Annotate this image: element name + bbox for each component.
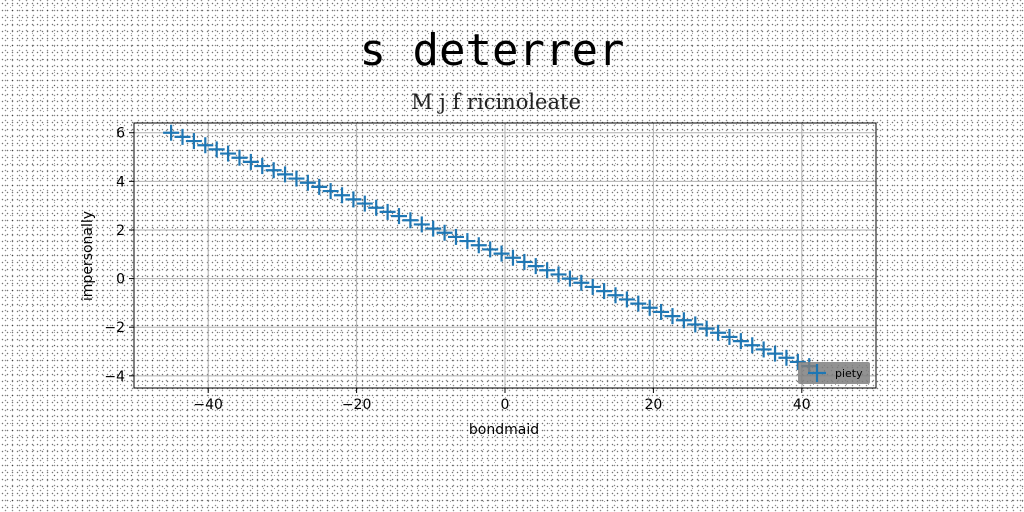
data-point	[755, 341, 772, 358]
x-tick-label: −40	[193, 397, 223, 413]
x-axis-label: bondmaid	[469, 422, 539, 438]
y-tick-label: 2	[116, 223, 125, 239]
data-point	[208, 141, 225, 158]
y-tick-label: 0	[116, 272, 125, 288]
y-axis-label: impersonally	[80, 211, 96, 301]
data-point	[618, 291, 635, 308]
data-point	[675, 312, 692, 329]
data-point	[516, 253, 533, 270]
data-point	[493, 245, 510, 262]
legend-marker	[808, 364, 826, 382]
data-point	[311, 178, 328, 195]
grid	[134, 123, 876, 388]
data-point	[550, 266, 567, 283]
data-point	[368, 199, 385, 216]
data-point	[185, 133, 202, 150]
x-tick-label: 40	[793, 397, 811, 413]
data-point	[231, 149, 248, 166]
data-point	[584, 278, 601, 295]
data-point	[744, 337, 761, 354]
data-point	[242, 153, 259, 170]
data-point	[288, 170, 305, 187]
data-point	[334, 187, 351, 204]
data-point	[413, 216, 430, 233]
data-point	[504, 249, 521, 266]
data-point	[277, 166, 294, 183]
y-tick-label: 6	[116, 126, 125, 142]
data-point	[220, 145, 237, 162]
data-point	[425, 220, 442, 237]
data-point	[596, 283, 613, 300]
chart-subtitle: M j f ricinoleate	[411, 90, 581, 114]
data-point	[687, 316, 704, 333]
x-tick-label: −20	[342, 397, 372, 413]
data-point	[539, 262, 556, 279]
data-point	[174, 128, 191, 145]
x-tick-label: 0	[501, 397, 510, 413]
data-point	[254, 158, 271, 175]
data-point	[721, 328, 738, 345]
legend: piety	[798, 362, 870, 384]
data-point	[356, 195, 373, 212]
y-axis-ticks: −4 −2 0 2 4 6	[104, 126, 134, 385]
y-tick-label: −2	[104, 320, 125, 336]
data-point	[710, 324, 727, 341]
y-tick-label: 4	[116, 174, 125, 190]
x-tick-label: 20	[644, 397, 662, 413]
x-axis-ticks: −40 −20 0 20 40	[193, 388, 811, 413]
data-point	[391, 208, 407, 225]
data-point	[402, 212, 419, 229]
data-point	[789, 353, 806, 370]
data-point	[459, 233, 476, 250]
legend-label: piety	[835, 367, 863, 380]
y-tick-label: −4	[104, 369, 125, 385]
data-point	[322, 183, 339, 200]
data-point	[573, 274, 590, 291]
data-point	[299, 174, 316, 191]
data-point	[561, 270, 578, 287]
data-point	[436, 224, 453, 241]
data-point	[482, 241, 499, 258]
data-point	[630, 295, 647, 312]
data-points	[163, 124, 818, 375]
data-point	[698, 320, 715, 337]
data-point	[527, 258, 544, 275]
data-point	[607, 287, 624, 304]
data-point	[163, 124, 180, 141]
data-point	[641, 299, 658, 316]
data-point	[197, 137, 214, 154]
data-point	[664, 308, 681, 325]
data-point	[732, 333, 749, 350]
data-point	[653, 303, 670, 320]
data-point	[379, 203, 396, 220]
chart-title: s deterrer	[360, 25, 625, 76]
data-point	[778, 349, 795, 366]
data-point	[265, 162, 282, 179]
data-point	[345, 191, 362, 208]
data-point	[470, 237, 487, 254]
data-point	[447, 228, 464, 245]
data-point	[767, 345, 784, 362]
